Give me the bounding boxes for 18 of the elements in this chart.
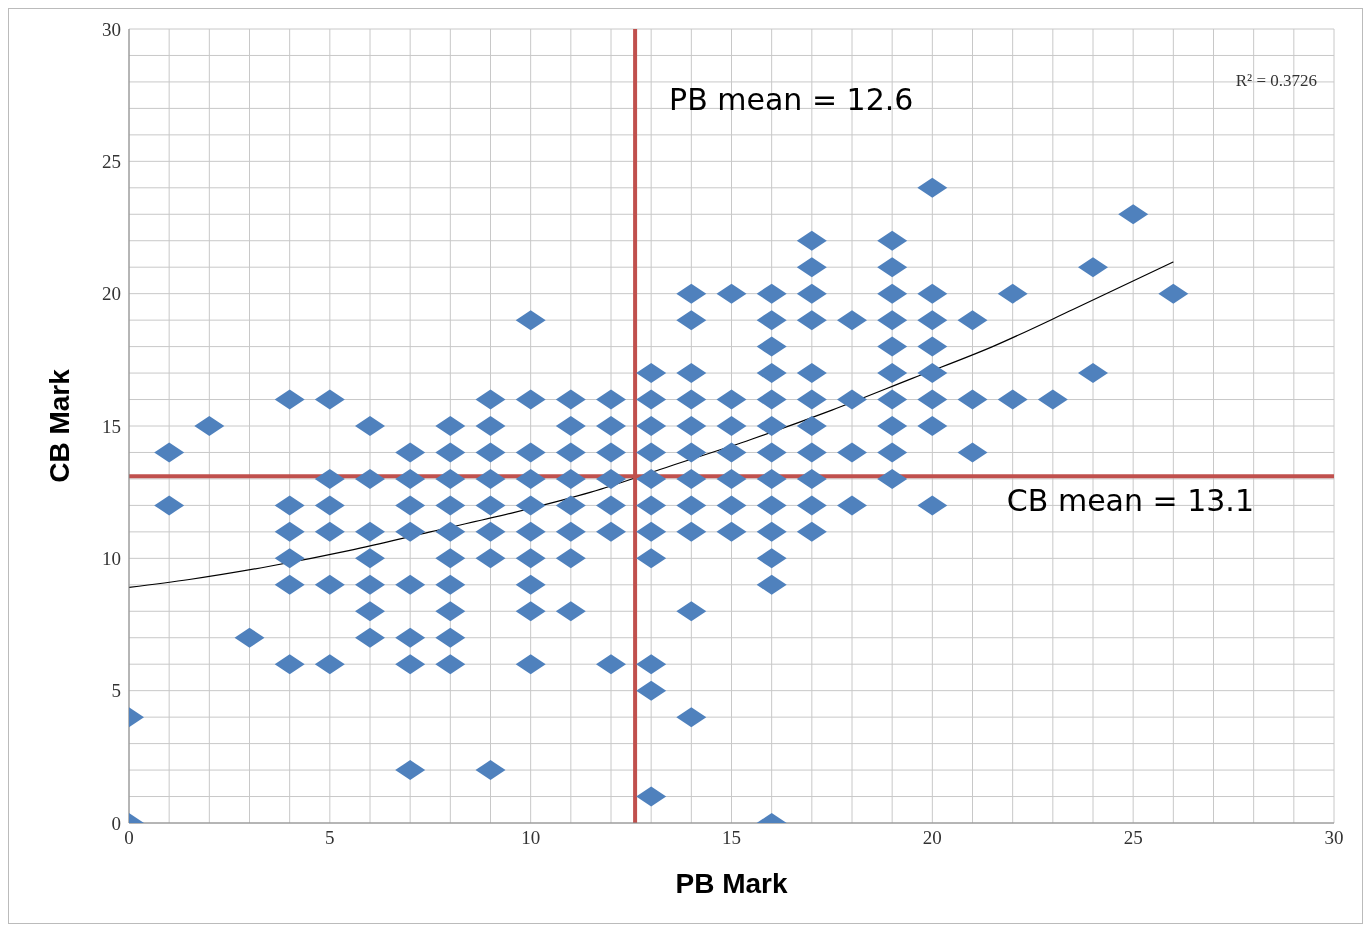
x-tick-label: 10 xyxy=(521,827,541,849)
x-tick-label: 5 xyxy=(325,827,335,849)
x-tick-label: 15 xyxy=(722,827,741,849)
x-tick-label: 20 xyxy=(922,827,942,849)
y-tick-label: 5 xyxy=(111,680,121,702)
y-axis-title: CB Mark xyxy=(43,368,75,483)
y-tick-label: 15 xyxy=(102,415,121,437)
y-tick-label: 0 xyxy=(111,812,121,834)
ref-line-label: PB mean = 12.6 xyxy=(669,82,914,118)
y-tick-label: 10 xyxy=(102,548,121,570)
x-tick-label: 25 xyxy=(1123,827,1143,849)
x-axis-title: PB Mark xyxy=(675,868,788,899)
y-tick-label: 30 xyxy=(102,18,121,40)
y-tick-label: 25 xyxy=(102,151,121,173)
annotation: R² = 0.3726 xyxy=(1235,71,1317,91)
x-tick-label: 30 xyxy=(1324,827,1344,849)
y-tick-label: 20 xyxy=(102,283,121,305)
ref-line-label: CB mean = 13.1 xyxy=(1006,483,1254,519)
